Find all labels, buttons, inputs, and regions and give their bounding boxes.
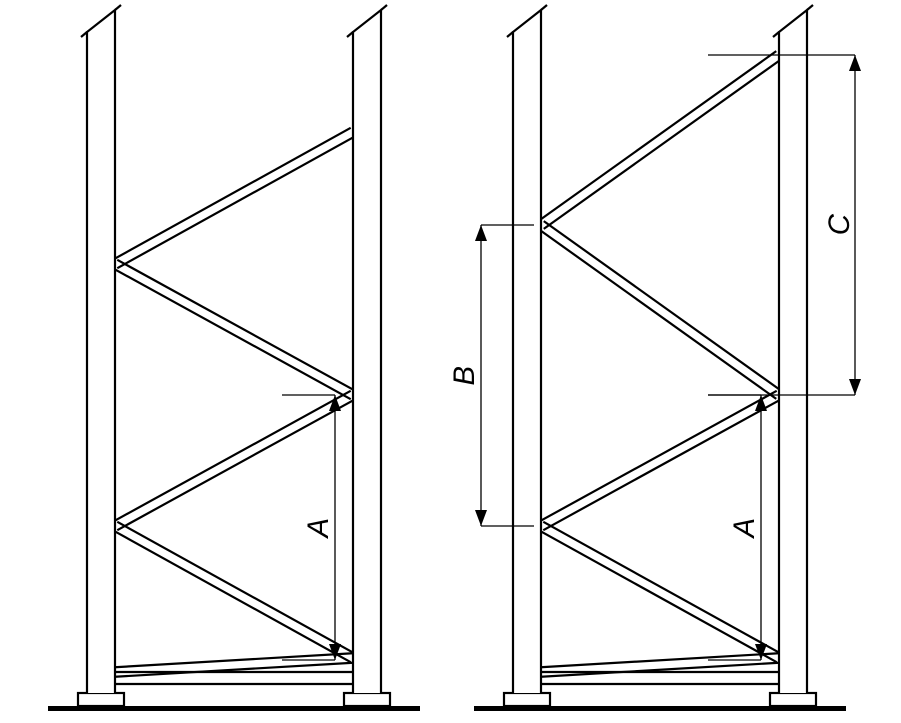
dimension-label-B: B (450, 366, 479, 386)
dimension-label-A-right: A (730, 518, 759, 538)
diagram-stage: A A B C (0, 0, 901, 723)
dimension-label-C: C (825, 214, 854, 235)
technical-drawing (0, 0, 901, 723)
dimension-label-A-left: A (304, 518, 333, 538)
